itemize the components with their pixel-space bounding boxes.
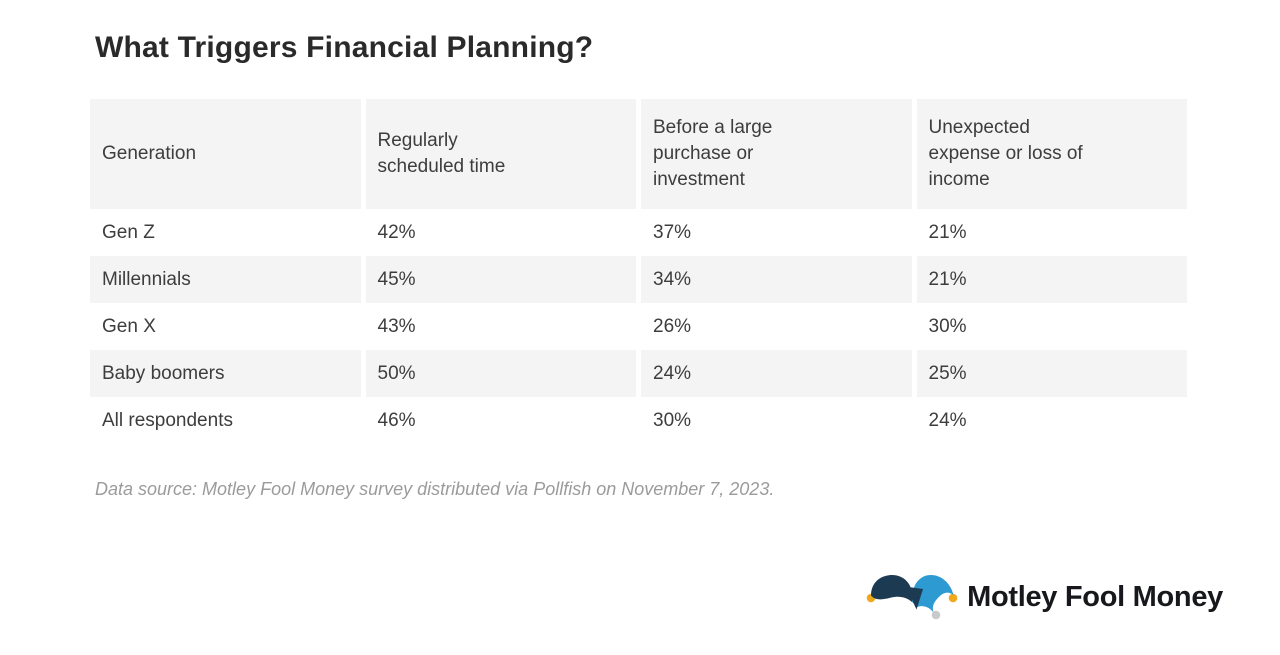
cell-value: 45% [365, 256, 636, 303]
row-label: Gen Z [90, 209, 361, 256]
column-header-unexpected-expense: Unexpected expense or loss of income [916, 99, 1187, 209]
cell-value: 21% [916, 256, 1187, 303]
hat-right-bell [912, 575, 954, 613]
cell-value: 37% [641, 209, 912, 256]
table-row-gen-x: Gen X 43% 26% 30% [90, 303, 1187, 350]
column-header-generation: Generation [90, 99, 361, 209]
row-label: Baby boomers [90, 350, 361, 397]
motley-fool-money-logo: Motley Fool Money [866, 574, 1223, 620]
table-row-gen-z: Gen Z 42% 37% 21% [90, 209, 1187, 256]
hat-ball-center [931, 610, 941, 620]
cell-value: 24% [641, 350, 912, 397]
table-row-millennials: Millennials 45% 34% 21% [90, 256, 1187, 303]
cell-value: 50% [365, 350, 636, 397]
data-source-note: Data source: Motley Fool Money survey di… [95, 479, 775, 499]
infographic-page: What Triggers Financial Planning? Genera… [90, 30, 1187, 500]
row-label: All respondents [90, 397, 361, 444]
cell-value: 30% [641, 397, 912, 444]
cell-value: 24% [916, 397, 1187, 444]
jester-hat-icon [866, 575, 958, 620]
cell-value: 46% [365, 397, 636, 444]
table-row-all-respondents: All respondents 46% 30% 24% [90, 397, 1187, 444]
column-header-regular-time: Regularly scheduled time [365, 99, 636, 209]
cell-value: 43% [365, 303, 636, 350]
hat-center-tip [908, 587, 924, 610]
cell-value: 34% [641, 256, 912, 303]
cell-value: 21% [916, 209, 1187, 256]
hat-ball-right [948, 593, 958, 603]
page-title: What Triggers Financial Planning? [95, 31, 594, 64]
column-header-large-purchase: Before a large purchase or investment [641, 99, 912, 209]
table-header-row: Generation Regularly scheduled time Befo… [90, 99, 1187, 209]
table-row-baby-boomers: Baby boomers 50% 24% 25% [90, 350, 1187, 397]
cell-value: 26% [641, 303, 912, 350]
row-label: Gen X [90, 303, 361, 350]
cell-value: 42% [365, 209, 636, 256]
cell-value: 25% [916, 350, 1187, 397]
hat-left-bell [871, 575, 913, 602]
row-label: Millennials [90, 256, 361, 303]
logo-wordmark: Motley Fool Money [967, 580, 1223, 613]
cell-value: 30% [916, 303, 1187, 350]
data-table: Generation Regularly scheduled time Befo… [90, 99, 1187, 444]
